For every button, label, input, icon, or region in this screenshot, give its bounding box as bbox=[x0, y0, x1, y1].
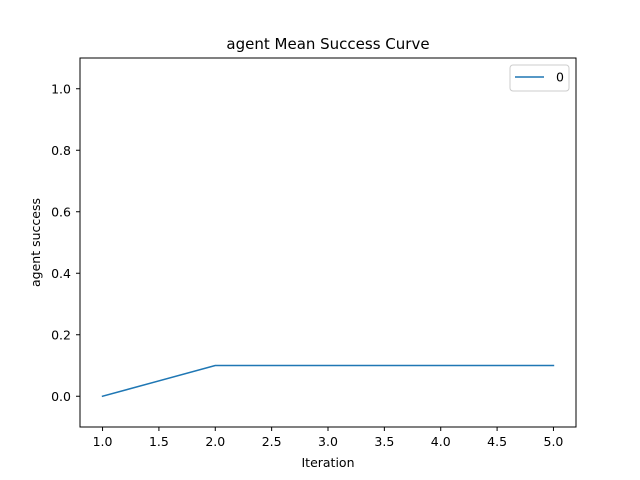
y-axis-label: agent success bbox=[28, 198, 43, 287]
x-tick-label: 5.0 bbox=[544, 434, 564, 449]
x-tick-label: 2.5 bbox=[262, 434, 282, 449]
y-tick-label: 0.0 bbox=[51, 389, 71, 404]
y-tick-label: 0.6 bbox=[51, 204, 71, 219]
x-tick-label: 3.0 bbox=[318, 434, 338, 449]
legend-label: 0 bbox=[556, 70, 564, 85]
x-tick-label: 2.0 bbox=[205, 434, 225, 449]
y-axis: 0.0 0.2 0.4 0.6 0.8 1.0 bbox=[51, 81, 80, 404]
y-tick-label: 0.4 bbox=[51, 266, 71, 281]
x-axis-label: Iteration bbox=[301, 455, 354, 470]
x-tick-label: 4.0 bbox=[431, 434, 451, 449]
y-tick-label: 0.8 bbox=[51, 143, 71, 158]
x-axis: 1.0 1.5 2.0 2.5 3.0 3.5 4.0 4.5 5.0 bbox=[93, 427, 564, 449]
x-tick-label: 1.5 bbox=[149, 434, 169, 449]
series-line-0 bbox=[101, 364, 555, 398]
x-tick-label: 1.0 bbox=[93, 434, 113, 449]
y-tick-label: 0.2 bbox=[51, 327, 71, 342]
x-tick-label: 4.5 bbox=[487, 434, 507, 449]
x-tick-label: 3.5 bbox=[374, 434, 394, 449]
chart-title: agent Mean Success Curve bbox=[226, 35, 429, 53]
y-tick-label: 1.0 bbox=[51, 81, 71, 96]
legend: 0 bbox=[509, 64, 570, 92]
plot-area bbox=[101, 364, 555, 398]
legend-box bbox=[509, 64, 570, 92]
